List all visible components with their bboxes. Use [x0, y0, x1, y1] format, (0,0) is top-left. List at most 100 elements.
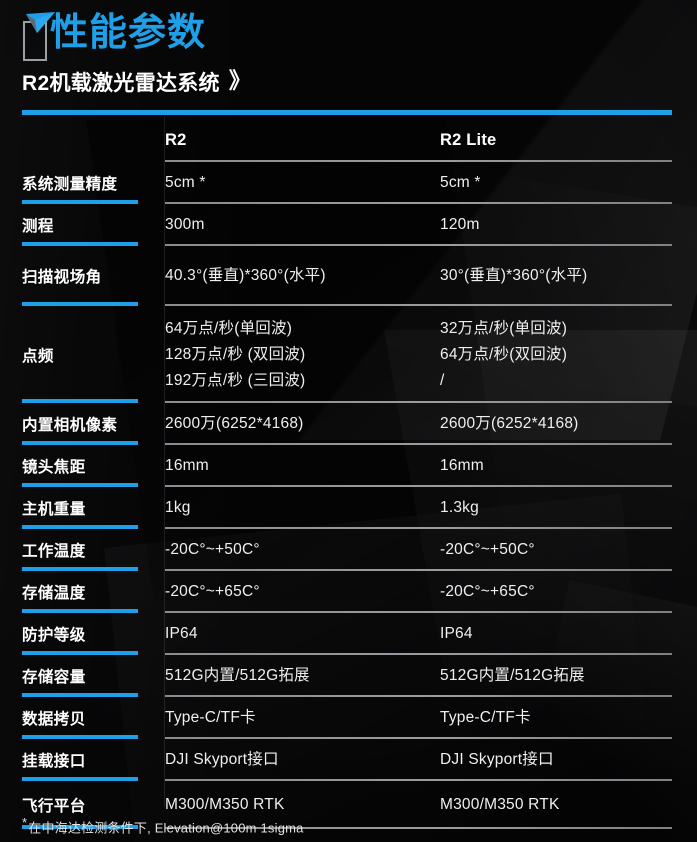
- table-row: 防护等级 IP64 IP64: [0, 613, 697, 655]
- table-row: 测程 300m 120m: [0, 204, 697, 246]
- cell-r2: 1kg: [165, 499, 191, 516]
- row-label: 飞行平台: [22, 798, 86, 815]
- row-label: 防护等级: [22, 627, 86, 644]
- row-label: 主机重量: [22, 501, 86, 518]
- footnote-text: 在中海达检测条件下, Elevation@100m 1sigma: [28, 820, 304, 836]
- row-values: -20C°~+65C° -20C°~+65C°: [165, 571, 697, 613]
- table-row: 挂载接口 DJI Skyport接口 DJI Skyport接口: [0, 739, 697, 781]
- page-header: 性能参数 R2机载激光雷达系统 》: [0, 0, 697, 112]
- table-row: 镜头焦距 16mm 16mm: [0, 445, 697, 487]
- cell-r2: 300m: [165, 216, 205, 233]
- cell-r2-lite: 32万点/秒(单回波) 64万点/秒(双回波) /: [440, 319, 568, 389]
- row-label-cell: 内置相机像素: [0, 403, 165, 445]
- footnote: *在中海达检测条件下, Elevation@100m 1sigma: [22, 815, 304, 836]
- row-values: DJI Skyport接口 DJI Skyport接口: [165, 739, 697, 781]
- row-label: 存储温度: [22, 585, 86, 602]
- cell-r2-lite: -20C°~+65C°: [440, 583, 535, 600]
- row-label-cell: 扫描视场角: [0, 246, 165, 306]
- row-label-cell: 点频: [0, 306, 165, 403]
- row-label: 数据拷贝: [22, 711, 86, 728]
- double-chevron-right-icon: 》: [228, 68, 251, 93]
- cell-r2-lite: 1.3kg: [440, 499, 479, 516]
- row-label-cell: 防护等级: [0, 613, 165, 655]
- cell-r2: Type-C/TF卡: [165, 709, 256, 726]
- cell-r2-lite: 120m: [440, 216, 480, 233]
- row-values: 40.3°(垂直)*360°(水平) 30°(垂直)*360°(水平): [165, 246, 697, 306]
- cell-r2-lite: M300/M350 RTK: [440, 796, 560, 813]
- cell-r2-lite: 2600万(6252*4168): [440, 415, 579, 432]
- cell-r2: IP64: [165, 625, 198, 642]
- cell-r2: -20C°~+65C°: [165, 583, 260, 600]
- table-row: 点频 64万点/秒(单回波) 128万点/秒 (双回波) 192万点/秒 (三回波…: [0, 306, 697, 403]
- table-row: 扫描视场角 40.3°(垂直)*360°(水平) 30°(垂直)*360°(水平): [0, 246, 697, 306]
- row-label: 工作温度: [22, 543, 86, 560]
- cell-r2-lite: 512G内置/512G拓展: [440, 667, 585, 684]
- row-values: R2 R2 Lite: [165, 117, 697, 162]
- logo-arrow-glyph: [26, 12, 55, 33]
- cell-r2: 40.3°(垂直)*360°(水平): [165, 267, 326, 284]
- row-values: 64万点/秒(单回波) 128万点/秒 (双回波) 192万点/秒 (三回波) 3…: [165, 306, 697, 403]
- cell-r2-lite: IP64: [440, 625, 473, 642]
- row-label: 系统测量精度: [22, 176, 118, 193]
- header-accent-rule: [22, 110, 672, 115]
- row-label-cell: 工作温度: [0, 529, 165, 571]
- table-row: 数据拷贝 Type-C/TF卡 Type-C/TF卡: [0, 697, 697, 739]
- table-row: 内置相机像素 2600万(6252*4168) 2600万(6252*4168): [0, 403, 697, 445]
- cell-r2-lite: 16mm: [440, 457, 484, 474]
- column-divider: [164, 117, 165, 807]
- row-label-cell: 存储温度: [0, 571, 165, 613]
- table-row: 飞行平台 M300/M350 RTK M300/M350 RTK: [0, 781, 697, 829]
- cell-r2-lite: DJI Skyport接口: [440, 751, 554, 768]
- row-values: 1kg 1.3kg: [165, 487, 697, 529]
- flag-arrow-logo-icon: [22, 11, 56, 63]
- cell-r2: 64万点/秒(单回波) 128万点/秒 (双回波) 192万点/秒 (三回波): [165, 319, 306, 389]
- row-label-cell: 挂载接口: [0, 739, 165, 781]
- page-title: 性能参数: [50, 12, 207, 54]
- row-label-cell: 数据拷贝: [0, 697, 165, 739]
- table-row: 工作温度 -20C°~+50C° -20C°~+50C°: [0, 529, 697, 571]
- row-label-cell: 镜头焦距: [0, 445, 165, 487]
- cell-r2: 2600万(6252*4168): [165, 415, 304, 432]
- row-label: 点频: [22, 347, 54, 365]
- cell-r2-lite: Type-C/TF卡: [440, 709, 531, 726]
- cell-r2: 5cm *: [165, 174, 206, 191]
- row-label-cell: [0, 117, 165, 162]
- cell-r2: R2: [165, 130, 187, 149]
- row-values: M300/M350 RTK M300/M350 RTK: [165, 781, 697, 829]
- cell-r2-lite: 30°(垂直)*360°(水平): [440, 267, 588, 284]
- table-row: 系统测量精度 5cm * 5cm *: [0, 162, 697, 204]
- row-label-cell: 主机重量: [0, 487, 165, 529]
- cell-r2: -20C°~+50C°: [165, 541, 260, 558]
- cell-r2: 16mm: [165, 457, 209, 474]
- page-subtitle-group: R2机载激光雷达系统 》: [22, 67, 251, 97]
- row-label: 存储容量: [22, 669, 86, 686]
- cell-r2-lite: 5cm *: [440, 174, 481, 191]
- row-label-cell: 测程: [0, 204, 165, 246]
- row-label: 挂载接口: [22, 753, 86, 770]
- row-values: Type-C/TF卡 Type-C/TF卡: [165, 697, 697, 739]
- cell-r2: M300/M350 RTK: [165, 796, 285, 813]
- row-label-cell: 存储容量: [0, 655, 165, 697]
- row-label: 内置相机像素: [22, 417, 118, 434]
- cell-r2-lite: R2 Lite: [440, 130, 497, 149]
- footnote-asterisk: *: [22, 815, 28, 830]
- row-label-cell: 飞行平台: [0, 781, 165, 829]
- row-values: 5cm * 5cm *: [165, 162, 697, 204]
- cell-r2-lite: -20C°~+50C°: [440, 541, 535, 558]
- spec-table: R2 R2 Lite 系统测量精度 5cm * 5cm * 测程 300m 120m 扫描视场角…: [0, 117, 697, 829]
- table-header-row: R2 R2 Lite: [0, 117, 697, 162]
- row-values: 16mm 16mm: [165, 445, 697, 487]
- table-row: 存储容量 512G内置/512G拓展 512G内置/512G拓展: [0, 655, 697, 697]
- row-label: 测程: [22, 218, 54, 235]
- cell-r2: 512G内置/512G拓展: [165, 667, 310, 684]
- row-values: 2600万(6252*4168) 2600万(6252*4168): [165, 403, 697, 445]
- row-label: 扫描视场角: [22, 269, 102, 286]
- table-row: 主机重量 1kg 1.3kg: [0, 487, 697, 529]
- row-values: IP64 IP64: [165, 613, 697, 655]
- page-subtitle: R2机载激光雷达系统: [22, 72, 220, 95]
- row-values: 300m 120m: [165, 204, 697, 246]
- cell-r2: DJI Skyport接口: [165, 751, 279, 768]
- row-label-cell: 系统测量精度: [0, 162, 165, 204]
- row-values: 512G内置/512G拓展 512G内置/512G拓展: [165, 655, 697, 697]
